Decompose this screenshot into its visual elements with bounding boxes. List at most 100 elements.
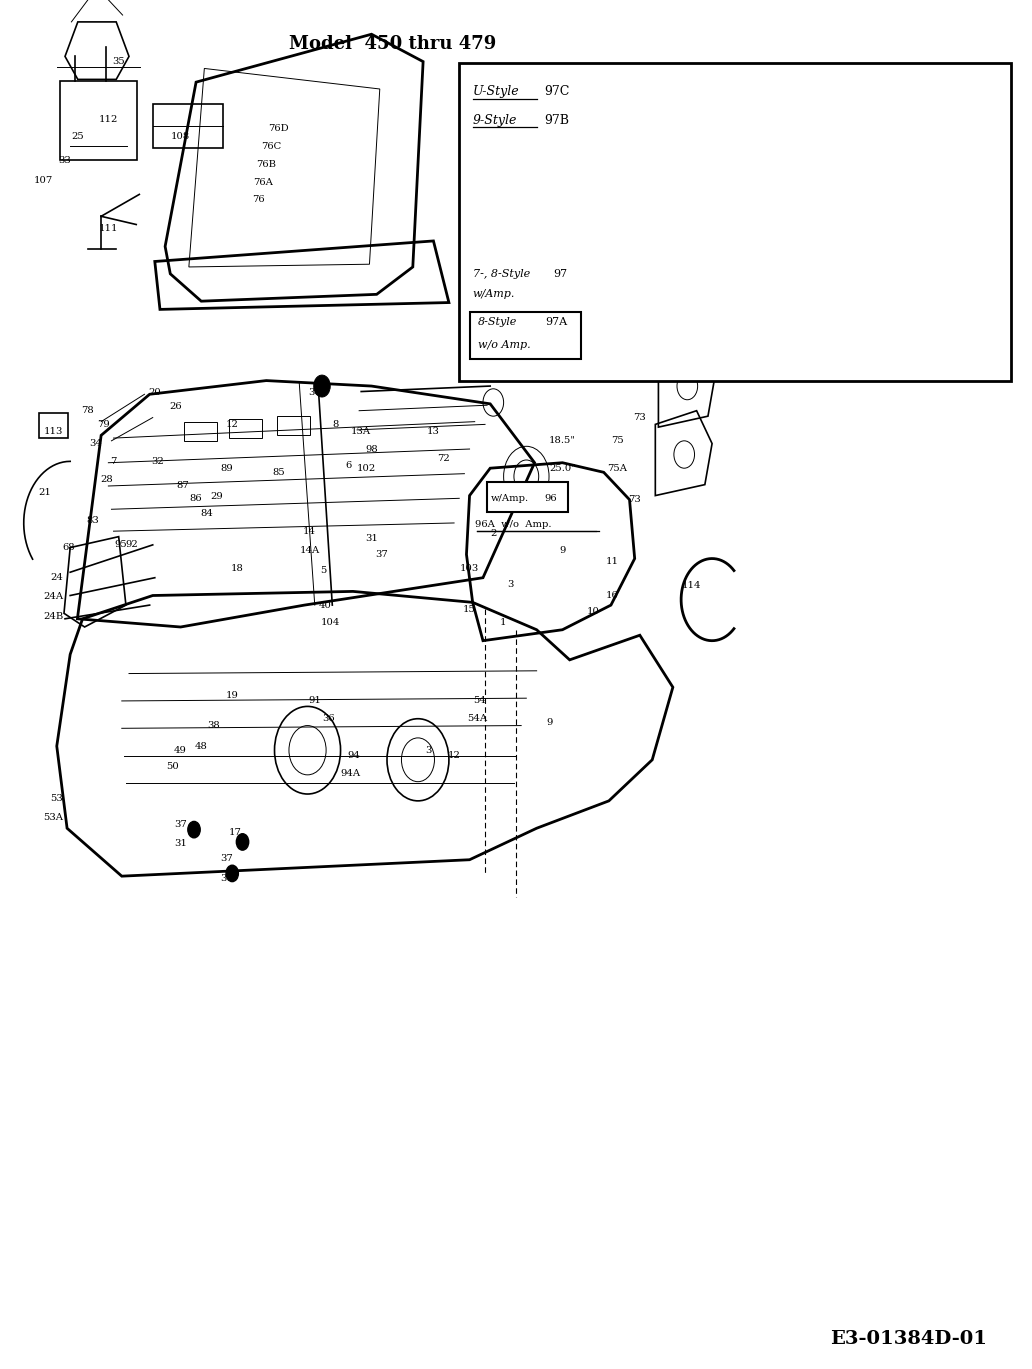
Text: 76B: 76B [256, 160, 277, 168]
Text: 50: 50 [166, 763, 179, 771]
Bar [459, 63, 1011, 381]
Circle shape [314, 375, 330, 397]
Text: 32: 32 [152, 457, 164, 465]
Text: 13: 13 [427, 427, 440, 435]
Text: 24A: 24A [43, 593, 64, 601]
Text: 7: 7 [110, 457, 117, 465]
Text: 85: 85 [272, 468, 285, 476]
Text: 96A  w/o  Amp.: 96A w/o Amp. [475, 520, 551, 528]
Text: 54: 54 [474, 697, 486, 705]
Text: 24B: 24B [43, 612, 64, 620]
Text: 102: 102 [357, 464, 376, 472]
Text: 95: 95 [115, 541, 127, 549]
Text: 15: 15 [463, 605, 476, 613]
Text: 8: 8 [332, 420, 338, 428]
Text: 73: 73 [628, 496, 641, 504]
Text: 9: 9 [559, 546, 566, 554]
Text: 92: 92 [126, 541, 138, 549]
Text: 30: 30 [309, 389, 321, 397]
Text: 104: 104 [321, 619, 340, 627]
Text: 107: 107 [34, 177, 53, 185]
Text: 7-, 8-Style: 7-, 8-Style [473, 268, 529, 279]
Text: 5: 5 [320, 567, 326, 575]
Text: 97C: 97C [544, 85, 570, 99]
Text: 3: 3 [425, 746, 431, 754]
Text: 37: 37 [221, 854, 233, 862]
Text: 11: 11 [606, 557, 618, 565]
Text: 16: 16 [606, 591, 618, 600]
Text: U-Style: U-Style [473, 85, 519, 99]
Text: 76D: 76D [268, 125, 289, 133]
Text: 26: 26 [169, 402, 182, 411]
Text: 49: 49 [174, 746, 187, 754]
Bar [229, 419, 262, 438]
Text: w/Amp.: w/Amp. [491, 494, 528, 502]
Text: E3-01384D-01: E3-01384D-01 [830, 1329, 987, 1348]
Text: 18: 18 [231, 564, 244, 572]
Text: 18.5": 18.5" [549, 437, 576, 445]
Text: 76A: 76A [253, 178, 273, 186]
Text: 9: 9 [547, 719, 553, 727]
Text: 25: 25 [71, 133, 84, 141]
Text: 86: 86 [190, 494, 202, 502]
Text: 35: 35 [112, 57, 125, 66]
Text: Model  450 thru 479: Model 450 thru 479 [289, 34, 495, 53]
Text: 98: 98 [365, 445, 378, 453]
Text: 79: 79 [97, 420, 109, 428]
Text: 17: 17 [229, 828, 241, 836]
Text: 54A: 54A [466, 715, 487, 723]
Text: 38: 38 [207, 721, 220, 730]
Circle shape [188, 821, 200, 838]
Text: 24: 24 [51, 574, 63, 582]
Text: 29: 29 [211, 493, 223, 501]
Text: 111: 111 [99, 225, 118, 233]
Text: 108: 108 [171, 133, 190, 141]
Text: 8-Style: 8-Style [478, 316, 517, 327]
Text: 94A: 94A [341, 769, 361, 778]
Text: 97: 97 [553, 268, 568, 279]
Bar [39, 413, 68, 438]
Text: 13A: 13A [351, 427, 372, 435]
Text: 10: 10 [587, 608, 600, 616]
Text: 40: 40 [319, 601, 331, 609]
Text: 76C: 76C [261, 142, 282, 151]
Text: 72: 72 [438, 455, 450, 463]
Text: 89: 89 [221, 464, 233, 472]
Text: 1: 1 [499, 619, 506, 627]
Text: 12: 12 [448, 752, 460, 760]
Text: 68: 68 [63, 543, 75, 552]
Text: 34: 34 [90, 439, 102, 448]
Bar [487, 482, 568, 512]
Text: 20: 20 [149, 389, 161, 397]
Text: 113: 113 [44, 427, 63, 435]
Text: 94: 94 [348, 752, 360, 760]
Text: 3: 3 [508, 580, 514, 589]
Text: 2: 2 [490, 530, 496, 538]
Text: 31: 31 [174, 839, 187, 847]
Text: 87: 87 [176, 482, 189, 490]
Text: 83: 83 [87, 516, 99, 524]
Text: 25.0": 25.0" [549, 464, 576, 472]
Bar [153, 104, 223, 148]
Text: 91: 91 [309, 697, 321, 705]
Text: 9-Style: 9-Style [473, 114, 517, 127]
Text: 96: 96 [545, 494, 557, 502]
Text: 14: 14 [303, 527, 316, 535]
Text: 97B: 97B [544, 114, 569, 127]
Text: 78: 78 [82, 407, 94, 415]
Circle shape [226, 865, 238, 882]
Text: 12: 12 [226, 420, 238, 428]
Text: w/o Amp.: w/o Amp. [478, 340, 530, 350]
Text: 31: 31 [365, 534, 378, 542]
Text: 112: 112 [99, 115, 118, 123]
Text: 84: 84 [200, 509, 213, 517]
Text: 53: 53 [51, 794, 63, 802]
Text: 19: 19 [226, 691, 238, 700]
Text: 48: 48 [195, 742, 207, 750]
Text: 75A: 75A [607, 464, 627, 472]
Bar [470, 312, 581, 359]
Text: 103: 103 [460, 564, 479, 572]
Text: 28: 28 [100, 475, 112, 483]
Text: 33: 33 [59, 156, 71, 164]
Text: 6: 6 [346, 461, 352, 470]
